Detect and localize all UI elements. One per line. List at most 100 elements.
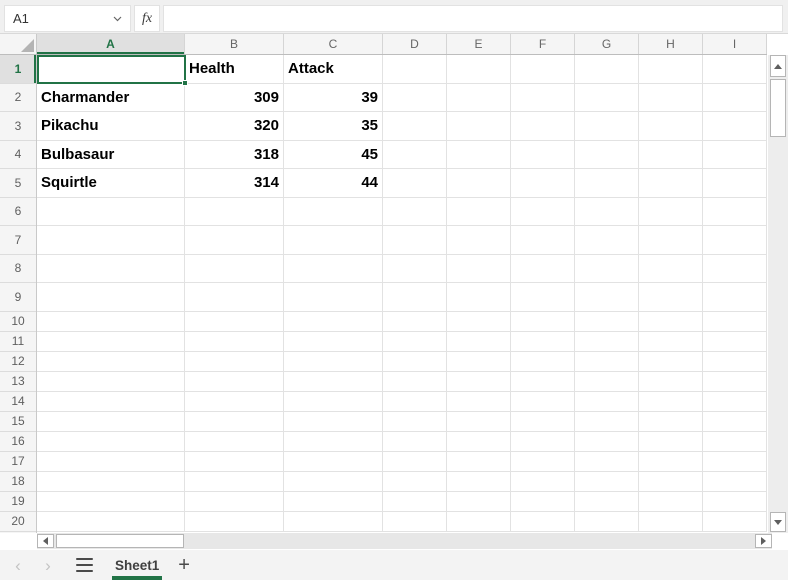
cell-C9[interactable] xyxy=(284,283,383,312)
cell-A20[interactable] xyxy=(37,511,185,532)
cell-H4[interactable] xyxy=(639,140,703,169)
cell-A9[interactable] xyxy=(37,283,185,312)
row-header-14[interactable]: 14 xyxy=(0,392,36,412)
cell-G2[interactable] xyxy=(575,83,639,112)
cell-I16[interactable] xyxy=(703,431,767,452)
cell-A1[interactable] xyxy=(37,55,185,84)
cell-G4[interactable] xyxy=(575,140,639,169)
cell-D14[interactable] xyxy=(383,391,447,412)
cell-B20[interactable] xyxy=(185,511,284,532)
cell-A17[interactable] xyxy=(37,451,185,472)
cell-F4[interactable] xyxy=(511,140,575,169)
cell-D19[interactable] xyxy=(383,491,447,512)
cell-F20[interactable] xyxy=(511,511,575,532)
cell-D11[interactable] xyxy=(383,331,447,352)
cell-A13[interactable] xyxy=(37,371,185,392)
scroll-left-button[interactable] xyxy=(37,534,54,548)
cell-A15[interactable] xyxy=(37,411,185,432)
cell-A19[interactable] xyxy=(37,491,185,512)
cell-I14[interactable] xyxy=(703,391,767,412)
cell-I3[interactable] xyxy=(703,112,767,141)
row-header-11[interactable]: 11 xyxy=(0,332,36,352)
cell-B15[interactable] xyxy=(185,411,284,432)
cell-C3[interactable]: 35 xyxy=(284,112,383,141)
cell-I7[interactable] xyxy=(703,226,767,255)
cell-E1[interactable] xyxy=(447,55,511,84)
cell-I8[interactable] xyxy=(703,254,767,283)
cell-D20[interactable] xyxy=(383,511,447,532)
cell-G12[interactable] xyxy=(575,351,639,372)
cell-B19[interactable] xyxy=(185,491,284,512)
column-header-F[interactable]: F xyxy=(511,34,575,54)
cell-C7[interactable] xyxy=(284,226,383,255)
cell-H12[interactable] xyxy=(639,351,703,372)
cell-I11[interactable] xyxy=(703,331,767,352)
cell-F13[interactable] xyxy=(511,371,575,392)
row-header-3[interactable]: 3 xyxy=(0,112,36,141)
cell-A8[interactable] xyxy=(37,254,185,283)
cell-B2[interactable]: 309 xyxy=(185,83,284,112)
cell-E2[interactable] xyxy=(447,83,511,112)
row-header-7[interactable]: 7 xyxy=(0,226,36,255)
cell-G8[interactable] xyxy=(575,254,639,283)
column-header-G[interactable]: G xyxy=(575,34,639,54)
cell-H3[interactable] xyxy=(639,112,703,141)
cell-G5[interactable] xyxy=(575,169,639,198)
cell-E12[interactable] xyxy=(447,351,511,372)
add-sheet-button[interactable]: + xyxy=(178,554,190,576)
cell-H13[interactable] xyxy=(639,371,703,392)
column-header-E[interactable]: E xyxy=(447,34,511,54)
sheet-list-menu-icon[interactable] xyxy=(76,558,93,572)
cell-E18[interactable] xyxy=(447,471,511,492)
cell-D17[interactable] xyxy=(383,451,447,472)
cell-E10[interactable] xyxy=(447,311,511,332)
cell-C13[interactable] xyxy=(284,371,383,392)
row-header-5[interactable]: 5 xyxy=(0,169,36,198)
cell-B10[interactable] xyxy=(185,311,284,332)
cell-E6[interactable] xyxy=(447,197,511,226)
cell-A14[interactable] xyxy=(37,391,185,412)
cell-A4[interactable]: Bulbasaur xyxy=(37,140,185,169)
cell-D18[interactable] xyxy=(383,471,447,492)
row-header-16[interactable]: 16 xyxy=(0,432,36,452)
cell-G17[interactable] xyxy=(575,451,639,472)
cell-A2[interactable]: Charmander xyxy=(37,83,185,112)
cell-D5[interactable] xyxy=(383,169,447,198)
cell-E19[interactable] xyxy=(447,491,511,512)
cell-A3[interactable]: Pikachu xyxy=(37,112,185,141)
cell-E16[interactable] xyxy=(447,431,511,452)
cell-D12[interactable] xyxy=(383,351,447,372)
cell-D15[interactable] xyxy=(383,411,447,432)
cell-F10[interactable] xyxy=(511,311,575,332)
cell-H17[interactable] xyxy=(639,451,703,472)
cell-F19[interactable] xyxy=(511,491,575,512)
chevron-down-icon[interactable] xyxy=(110,16,124,22)
row-header-8[interactable]: 8 xyxy=(0,255,36,283)
cell-H7[interactable] xyxy=(639,226,703,255)
cell-A5[interactable]: Squirtle xyxy=(37,169,185,198)
cell-C6[interactable] xyxy=(284,197,383,226)
column-header-A[interactable]: A xyxy=(37,34,185,54)
row-header-20[interactable]: 20 xyxy=(0,512,36,532)
cell-H14[interactable] xyxy=(639,391,703,412)
cell-C4[interactable]: 45 xyxy=(284,140,383,169)
insert-function-button[interactable]: fx xyxy=(134,5,160,32)
cell-D2[interactable] xyxy=(383,83,447,112)
cell-G20[interactable] xyxy=(575,511,639,532)
cell-F7[interactable] xyxy=(511,226,575,255)
vertical-scrollbar[interactable] xyxy=(768,55,788,533)
horizontal-scrollbar[interactable] xyxy=(37,533,772,549)
cell-E3[interactable] xyxy=(447,112,511,141)
cell-B8[interactable] xyxy=(185,254,284,283)
cell-E8[interactable] xyxy=(447,254,511,283)
cell-G7[interactable] xyxy=(575,226,639,255)
cell-E5[interactable] xyxy=(447,169,511,198)
cell-H10[interactable] xyxy=(639,311,703,332)
column-header-D[interactable]: D xyxy=(383,34,447,54)
cell-H5[interactable] xyxy=(639,169,703,198)
cell-F8[interactable] xyxy=(511,254,575,283)
prev-sheet-icon[interactable]: ‹ xyxy=(15,555,21,575)
cell-G11[interactable] xyxy=(575,331,639,352)
cell-B7[interactable] xyxy=(185,226,284,255)
cell-G1[interactable] xyxy=(575,55,639,84)
